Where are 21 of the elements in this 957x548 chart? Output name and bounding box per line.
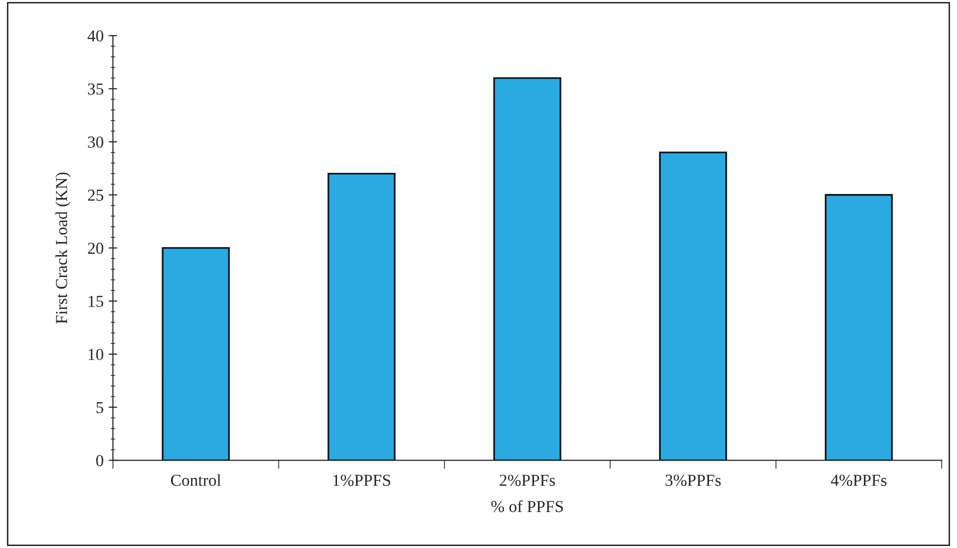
y-tick-label: 5 (96, 402, 104, 414)
y-axis-title: First Crack Load (KN) (55, 172, 71, 324)
x-tick-label: 1%PPFS (333, 474, 390, 486)
x-tick-label: 3%PPFs (666, 474, 721, 486)
bar (328, 172, 396, 460)
x-axis-title: % of PPFS (491, 500, 563, 512)
y-tick-label: 25 (88, 190, 104, 201)
y-tick-label: 0 (96, 455, 104, 466)
y-tick-label: 35 (88, 83, 104, 95)
bar (493, 77, 562, 460)
y-tick-label: 30 (88, 136, 104, 148)
bar (659, 152, 728, 460)
bar (824, 194, 893, 460)
x-tick-label: Control (171, 474, 221, 486)
y-tick-label: 20 (88, 242, 104, 254)
bar (162, 247, 230, 460)
x-tick-label: 2%PPFs (500, 474, 555, 486)
y-tick-label: 15 (88, 296, 104, 308)
y-tick-label: 40 (88, 30, 104, 42)
y-tick-label: 10 (88, 348, 104, 360)
x-tick-label: 4%PPFs (830, 474, 886, 486)
